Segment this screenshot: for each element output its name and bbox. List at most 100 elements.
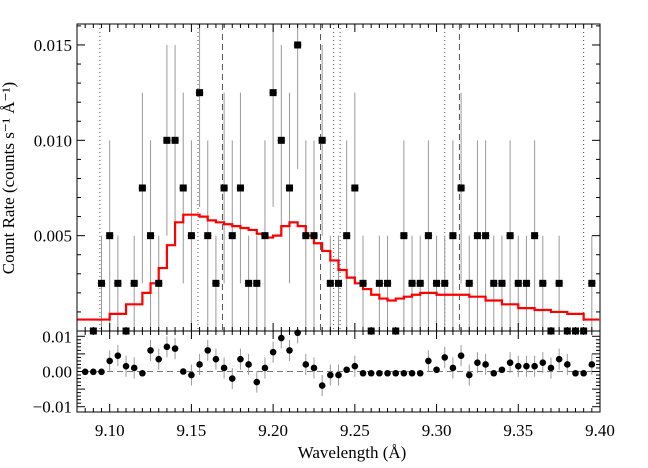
data-point [522, 279, 530, 287]
residual-point [490, 369, 498, 377]
data-point [400, 232, 408, 240]
residual-point [98, 368, 105, 376]
data-point [106, 232, 114, 240]
y-tick-label: 0.015 [34, 36, 72, 55]
reference-lines [99, 24, 585, 331]
residual-point [81, 368, 89, 376]
residual-point [204, 347, 212, 354]
residual-point [310, 364, 318, 372]
residual-point [392, 369, 400, 377]
data-point [179, 184, 187, 192]
data-point [147, 232, 155, 240]
resid-y-tick-label: −0.01 [33, 398, 72, 417]
data-point [416, 279, 424, 287]
residual-point [580, 369, 587, 377]
residual-point [376, 369, 383, 377]
residual-point [212, 355, 220, 363]
data-point [130, 279, 138, 287]
residual-point [514, 362, 522, 370]
data-point [277, 136, 285, 144]
residual-point [539, 359, 547, 366]
residual-point [228, 375, 236, 382]
x-axis-label: Wavelength (Å) [298, 443, 407, 462]
residual-point [465, 371, 473, 379]
residual-point [171, 345, 179, 352]
x-tick-label: 9.15 [177, 421, 207, 440]
residual-point [523, 362, 530, 370]
residual-point [449, 364, 457, 372]
residual-point [384, 369, 391, 377]
residual-point [327, 371, 334, 379]
data-point [473, 232, 481, 240]
data-point [326, 279, 334, 287]
residual-point [433, 366, 440, 374]
data-point [285, 184, 293, 192]
data-point [196, 89, 204, 97]
residual-point [90, 368, 97, 376]
residual-point [277, 334, 285, 342]
residual-points [81, 329, 596, 389]
data-point [482, 232, 490, 240]
residual-point [547, 364, 555, 372]
residual-point [506, 359, 514, 366]
residual-point [237, 355, 244, 363]
residual-point [425, 357, 432, 365]
data-point [294, 41, 302, 49]
residual-point [343, 366, 350, 374]
model-curve [77, 213, 600, 321]
residual-point [179, 368, 187, 375]
data-point [318, 136, 326, 144]
residual-point [335, 371, 342, 379]
residual-point [588, 361, 596, 368]
data-point [228, 232, 236, 240]
data-point [261, 232, 269, 240]
residual-point [531, 362, 538, 370]
residual-point [130, 364, 138, 372]
data-point [220, 184, 228, 192]
residual-point [220, 364, 228, 372]
data-point [98, 279, 106, 287]
data-point [457, 184, 465, 192]
data-point [204, 232, 212, 240]
data-point [555, 279, 563, 287]
data-point [359, 279, 367, 287]
data-point [588, 279, 596, 287]
residual-point [245, 361, 252, 368]
residual-point [564, 361, 571, 368]
residual-point [188, 371, 195, 379]
x-tick-label: 9.25 [340, 421, 370, 440]
residual-point [253, 378, 261, 386]
data-point [424, 232, 432, 240]
residual-point [302, 361, 310, 368]
residual-point [408, 369, 416, 377]
residual-point [318, 382, 326, 389]
data-point [384, 279, 392, 287]
data-point [335, 279, 342, 287]
residual-point [498, 366, 506, 374]
residual-point [155, 355, 163, 363]
residual-point [367, 369, 375, 377]
data-point [351, 184, 359, 192]
data-point [310, 232, 318, 240]
data-point [539, 279, 547, 287]
resid-y-tick-label: 0.00 [42, 363, 72, 382]
data-point [155, 279, 163, 287]
residual-point [139, 369, 146, 377]
residual-point [261, 364, 269, 372]
residual-point [196, 361, 203, 368]
ticks [76, 24, 601, 412]
data-point [531, 232, 539, 240]
residual-point [286, 347, 293, 354]
x-tick-label: 9.10 [95, 421, 125, 440]
residual-point [122, 362, 130, 370]
data-point [375, 279, 383, 287]
data-point [269, 89, 277, 97]
residual-point [482, 361, 489, 368]
data-point [302, 232, 310, 240]
residual-point [351, 362, 359, 370]
data-point [408, 279, 416, 287]
residual-point [400, 369, 408, 377]
data-point [253, 279, 261, 287]
